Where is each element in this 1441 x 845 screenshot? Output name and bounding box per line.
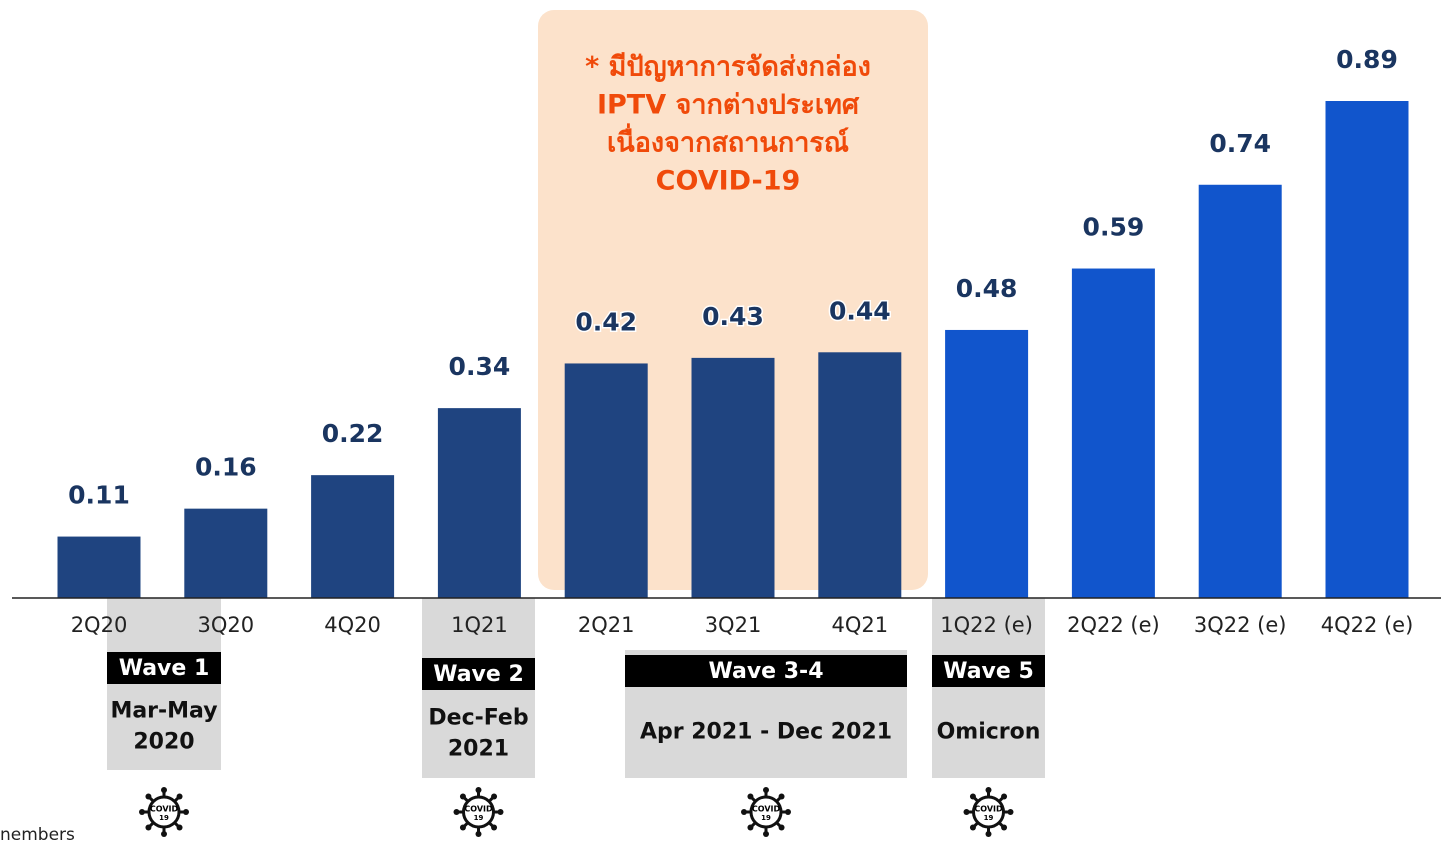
icon-spike-tip <box>176 793 183 800</box>
value-label: 0.74 <box>1209 129 1271 158</box>
icon-text: 19 <box>984 814 994 822</box>
bar <box>184 508 268 598</box>
icon-spike-tip <box>497 809 504 815</box>
icon-spike-tip <box>1001 793 1008 800</box>
wave-label: Wave 3-4 <box>709 659 824 684</box>
icon-spike-tip <box>161 787 167 793</box>
wave-label: Wave 5 <box>943 659 1034 684</box>
icon-body <box>147 795 181 829</box>
bar <box>437 408 521 598</box>
icon-spike-tip <box>475 831 482 837</box>
icon-spike-tip <box>145 824 152 831</box>
icon-spike-tip <box>145 793 152 800</box>
wave-period: 2021 <box>448 737 509 762</box>
annotation-text: COVID-19 <box>656 166 801 197</box>
wave-label-box <box>107 652 221 684</box>
bar <box>311 475 395 598</box>
value-label: 0.42 <box>575 307 637 336</box>
icon-text: 19 <box>761 814 771 822</box>
icon-spike-tip <box>778 793 785 800</box>
wave-box <box>932 598 1045 778</box>
icon-spike-tip <box>741 809 747 815</box>
icon-spike-tip <box>453 809 460 815</box>
footnote: nembers <box>0 825 75 845</box>
annotation-text: IPTV จากต่างประเทศ <box>597 90 860 121</box>
wave-period: 2020 <box>133 730 194 755</box>
icon-spike-tip <box>459 793 466 800</box>
bar <box>1198 184 1282 598</box>
icon-spike-tip <box>1001 824 1008 831</box>
bar <box>818 352 902 598</box>
bar <box>945 329 1029 598</box>
x-tick-label: 3Q22 (e) <box>1194 613 1287 637</box>
icon-spike-tip <box>785 809 791 815</box>
bar <box>57 536 141 598</box>
icon-text: COVID <box>974 805 1003 814</box>
wave-period: Omicron <box>937 720 1041 745</box>
bar <box>1071 268 1155 598</box>
icon-text: COVID <box>752 805 781 814</box>
wave-label-box <box>625 655 907 687</box>
icon-body <box>972 795 1005 829</box>
value-label: 0.89 <box>1336 45 1398 74</box>
icon-spike-tip <box>176 824 183 831</box>
icon-spike-tip <box>459 824 466 831</box>
wave-period: Apr 2021 - Dec 2021 <box>640 720 892 745</box>
value-label: 0.34 <box>449 352 511 381</box>
x-tick-label: 4Q20 <box>324 613 381 637</box>
icon-spike-tip <box>763 831 769 837</box>
icon-spike-tip <box>475 787 482 793</box>
icon-spike-tip <box>1007 809 1014 815</box>
icon-text: 19 <box>474 814 484 822</box>
icon-body <box>462 795 495 829</box>
wave-period: Dec-Feb <box>428 706 528 731</box>
x-tick-label: 4Q22 (e) <box>1321 613 1414 637</box>
icon-text: COVID <box>464 805 493 814</box>
value-label: 0.22 <box>322 419 384 448</box>
wave-label-box <box>932 655 1045 687</box>
x-tick-label: 3Q20 <box>197 613 254 637</box>
icon-spike-tip <box>491 793 498 800</box>
bar <box>1325 101 1409 598</box>
bar <box>564 363 648 598</box>
icon-spike-tip <box>139 809 145 815</box>
annotation-text: * มีปัญหาการจัดส่งกล่อง <box>585 52 871 83</box>
icon-spike-tip <box>747 824 754 831</box>
icon-spike-tip <box>969 824 976 831</box>
value-label: 0.43 <box>702 302 764 331</box>
wave-label: Wave 2 <box>433 662 524 687</box>
value-label: 0.59 <box>1083 213 1145 242</box>
x-tick-label: 2Q22 (e) <box>1067 613 1160 637</box>
wave-label: Wave 1 <box>119 656 210 681</box>
icon-spike-tip <box>161 831 167 837</box>
annotation-text: เนื่องจากสถานการณ์ <box>607 123 849 159</box>
wave-label-box <box>422 658 535 690</box>
bar <box>691 357 775 598</box>
value-label: 0.11 <box>68 481 130 510</box>
x-tick-label: 1Q22 (e) <box>940 613 1033 637</box>
wave-period: Mar-May <box>110 699 217 724</box>
x-tick-label: 4Q21 <box>831 613 888 637</box>
icon-spike-tip <box>985 831 992 837</box>
icon-spike-tip <box>985 787 992 793</box>
icon-spike-tip <box>963 809 970 815</box>
value-label: 0.44 <box>829 296 891 325</box>
icon-spike-tip <box>778 824 785 831</box>
x-tick-label: 1Q21 <box>451 613 508 637</box>
icon-spike-tip <box>969 793 976 800</box>
x-tick-label: 2Q20 <box>71 613 128 637</box>
icon-text: 19 <box>159 814 169 822</box>
icon-spike-tip <box>183 809 189 815</box>
value-label: 0.48 <box>956 274 1018 303</box>
value-label: 0.16 <box>195 453 257 482</box>
x-tick-label: 2Q21 <box>578 613 635 637</box>
icon-text: COVID <box>150 805 179 814</box>
icon-spike-tip <box>747 793 754 800</box>
icon-spike-tip <box>491 824 498 831</box>
icon-spike-tip <box>763 787 769 793</box>
x-tick-label: 3Q21 <box>705 613 762 637</box>
icon-body <box>749 795 783 829</box>
